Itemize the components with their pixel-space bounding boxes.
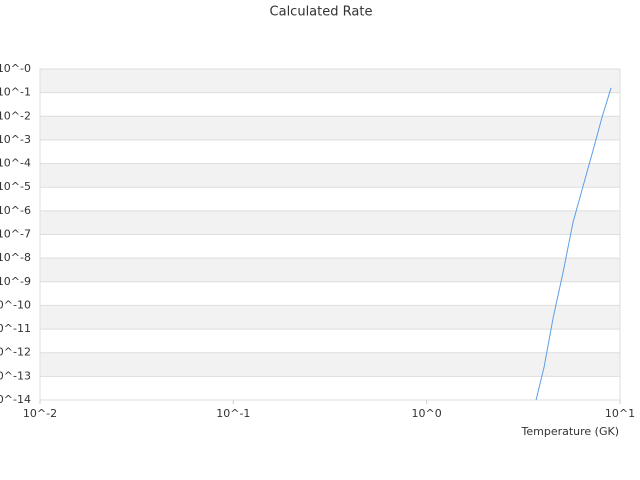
- y-tick-label: 10^-12: [0, 346, 31, 359]
- plot-border: [39, 68, 621, 401]
- y-tick-label: 10^-1: [0, 86, 31, 99]
- y-tick-label: 10^-14: [0, 393, 31, 406]
- y-tick-label: 10^-13: [0, 369, 31, 382]
- grid-band: [40, 352, 620, 377]
- x-tick-label: 10^-1: [216, 407, 250, 420]
- x-tick-label: 10^1: [605, 407, 635, 420]
- y-tick-label: 10^-10: [0, 298, 31, 311]
- y-tick-label: 10^-2: [0, 109, 31, 122]
- x-axis-title: Temperature (GK): [521, 425, 620, 438]
- y-tick-label: 10^-5: [0, 180, 31, 193]
- y-tick-label: 10^-6: [0, 204, 31, 217]
- y-tick-label: 10^-11: [0, 322, 31, 335]
- y-tick-label: 10^-4: [0, 157, 31, 170]
- x-tick-label: 10^0: [412, 407, 442, 420]
- y-tick-label: 10^-3: [0, 133, 31, 146]
- grid-band: [40, 210, 620, 235]
- chart-title: Calculated Rate: [270, 5, 373, 20]
- x-tick-label: 10^-2: [23, 407, 57, 420]
- grid-band: [40, 116, 620, 140]
- grid-band: [40, 305, 620, 330]
- line-series: [535, 87, 612, 400]
- y-tick-label: 10^-0: [0, 62, 31, 75]
- grid-band: [40, 163, 620, 188]
- grid-band: [40, 258, 620, 282]
- grid-band: [40, 69, 620, 93]
- y-tick-label: 10^-7: [0, 228, 31, 241]
- y-tick-label: 10^-8: [0, 251, 31, 264]
- y-tick-label: 10^-9: [0, 275, 31, 288]
